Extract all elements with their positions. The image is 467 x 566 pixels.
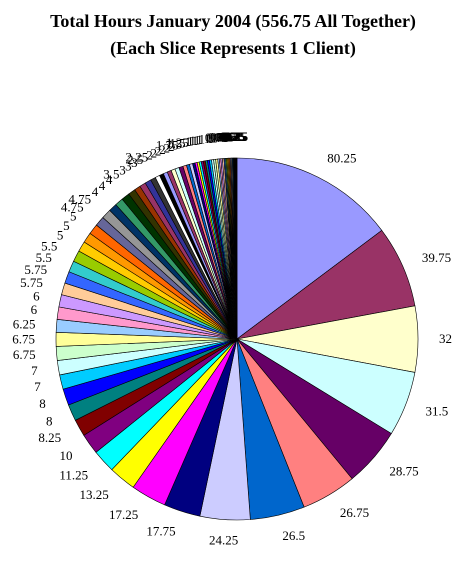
slice-label: 8 (39, 396, 46, 411)
slice-label: 1 (204, 131, 211, 146)
chart-title: Total Hours January 2004 (556.75 All Tog… (50, 11, 416, 32)
slice-label: 0.75 (210, 130, 233, 145)
slice-label: 0.25 (225, 129, 248, 144)
slice-label: 2 (146, 147, 153, 162)
slice-label: 5 (57, 228, 64, 243)
slice-label: 17.75 (146, 523, 175, 538)
slice-label: 13.25 (80, 487, 109, 502)
slice-label: 1 (189, 133, 196, 148)
pie-slice (236, 157, 238, 340)
slice-label: 26.5 (282, 528, 305, 543)
slice-label: 1.75 (156, 138, 179, 153)
slice-label: 0.75 (205, 130, 228, 145)
slice-label: 2 (164, 140, 171, 155)
slice-label: 5.5 (36, 250, 52, 265)
slice-label: 11.25 (59, 468, 88, 483)
slice-label: 26.75 (340, 505, 369, 520)
slice-label: 2 (168, 139, 175, 154)
slice-label: 2 (155, 144, 162, 159)
slice-label: 0.25 (222, 129, 245, 144)
slice-label: 0.5 (218, 129, 234, 144)
slice-label: 0.5 (215, 130, 231, 145)
slice-label: 3 (119, 162, 126, 177)
slice-label: 1 (196, 132, 203, 147)
slice-label: 2.25 (125, 150, 148, 165)
slice-label: 2.5 (127, 152, 143, 167)
slice-label: 1 (187, 134, 194, 149)
slice-label: 2 (159, 142, 166, 157)
slice-label: 24.25 (209, 533, 238, 548)
slice-label: 0.25 (222, 129, 245, 144)
slice-label: 1 (209, 131, 216, 146)
slice-label: 4 (92, 184, 99, 199)
slice-label: 8.25 (38, 430, 61, 445)
slice-label: 0.5 (223, 129, 239, 144)
slice-label: 4 (106, 172, 113, 187)
slice-label: 3.5 (103, 167, 119, 182)
chart-subtitle: (Each Slice Represents 1 Client) (110, 38, 356, 59)
slice-label: 4.75 (68, 191, 91, 206)
slice-label: 1 (192, 133, 199, 148)
slice-label: 6 (31, 302, 38, 317)
slice-label: 32 (439, 331, 452, 346)
pie-slices (55, 157, 419, 521)
slice-label: 0.75 (207, 130, 230, 145)
slice-label: 0.25 (225, 129, 248, 144)
slice-label: 1 (185, 134, 192, 149)
slice-label: 1 (206, 131, 213, 146)
slice-label: 0.5 (222, 129, 238, 144)
slice-label: 80.25 (327, 150, 356, 165)
slice-label: 6.75 (12, 331, 35, 346)
slice-label: 0.5 (220, 129, 236, 144)
pie-labels: 80.2539.753231.528.7526.7526.524.2517.75… (12, 129, 452, 548)
slice-label: 0.75 (208, 130, 231, 145)
slice-label: 3 (131, 155, 138, 170)
slice-label: 2 (151, 146, 158, 161)
slice-label: 0.25 (224, 129, 247, 144)
slice-label: 1.5 (166, 137, 182, 152)
pie-slice (236, 157, 383, 340)
slice-label: 0.5 (216, 129, 232, 144)
slice-label: 8 (46, 413, 53, 428)
slice-label: 5.75 (24, 262, 47, 277)
slice-label: 31.5 (426, 404, 449, 419)
slice-label: 1 (194, 132, 201, 147)
slice-label: 6 (33, 288, 40, 303)
slice-label: 5 (63, 218, 70, 233)
slice-label: 1 (199, 132, 206, 147)
slice-label: 7 (34, 379, 41, 394)
slice-label: 0.5 (224, 129, 240, 144)
slice-label: 5.75 (20, 275, 43, 290)
slice-label: 4 (99, 178, 106, 193)
slice-label: 7 (31, 363, 38, 378)
slice-label: 17.25 (109, 507, 138, 522)
slice-label: 10 (60, 448, 73, 463)
slice-label: 1.5 (169, 136, 185, 151)
slice-label: 6.75 (13, 347, 36, 362)
slice-label: 6.25 (13, 316, 36, 331)
slice-label: 1 (211, 130, 218, 145)
slice-label: 0.5 (221, 129, 237, 144)
slice-label: 4.75 (61, 200, 84, 215)
slice-label: 0.5 (217, 129, 233, 144)
slice-label: 0.25 (224, 129, 247, 144)
slice-label: 1.25 (166, 135, 189, 150)
slice-label: 5 (70, 208, 77, 223)
slice-label: 39.75 (422, 250, 451, 265)
slice-label: 3 (125, 159, 132, 174)
slice-label: 28.75 (389, 464, 418, 479)
slice-label: 5.5 (41, 239, 57, 254)
slice-label: 0.25 (223, 129, 246, 144)
